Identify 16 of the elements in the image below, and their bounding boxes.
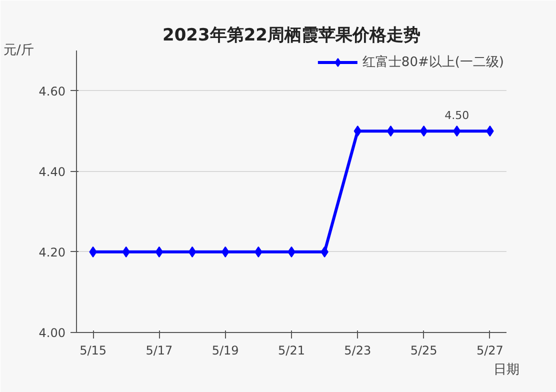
x-tick-label: 5/21 <box>278 344 305 358</box>
y-tick-label: 4.20 <box>38 245 66 260</box>
x-axis-title: 日期 <box>494 362 520 378</box>
legend-label: 红富士80#以上(一二级) <box>362 54 504 71</box>
y-tick-label: 4.00 <box>38 326 66 340</box>
x-tick-label: 5/23 <box>344 344 372 358</box>
chart-title: 2023年第22周栖霞苹果价格走势 <box>162 26 420 46</box>
data-label: 4.50 <box>444 109 470 122</box>
x-tick-label: 5/25 <box>410 344 438 358</box>
x-tick-label: 5/27 <box>476 344 504 358</box>
y-tick-label: 4.60 <box>38 84 66 98</box>
y-axis-title: 元/斤 <box>3 43 34 58</box>
x-tick-label: 5/19 <box>212 344 239 358</box>
x-tick-label: 5/15 <box>80 344 107 358</box>
x-tick-label: 5/17 <box>146 344 173 358</box>
y-tick-label: 4.40 <box>38 164 66 179</box>
